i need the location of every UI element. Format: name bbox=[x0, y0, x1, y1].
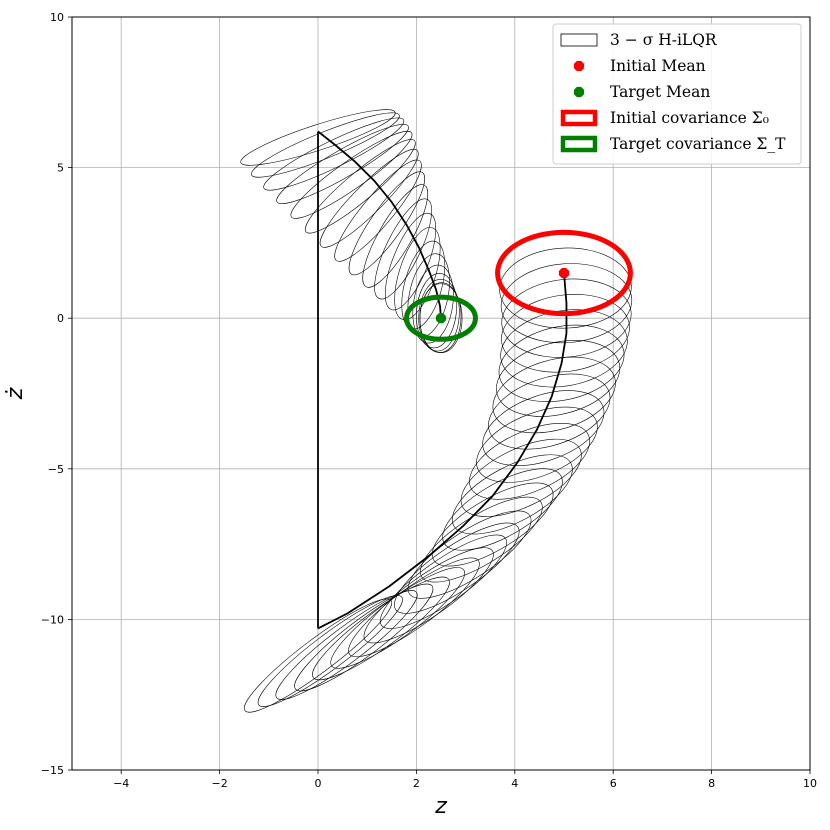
covariance-ellipse bbox=[418, 279, 460, 352]
y-tick-label: −15 bbox=[41, 764, 64, 777]
covariance-ellipse bbox=[240, 109, 396, 166]
covariance-ellipse bbox=[451, 454, 573, 535]
y-tick-label: 0 bbox=[57, 312, 64, 325]
covariance-ellipse bbox=[379, 534, 508, 629]
covariance-ellipse bbox=[374, 198, 432, 300]
covariance-ellipse bbox=[394, 227, 441, 321]
legend-handle-covariance bbox=[560, 135, 598, 153]
axes-frame bbox=[71, 16, 811, 771]
covariance-ellipse bbox=[407, 510, 532, 599]
x-tick-label: 0 bbox=[315, 777, 322, 790]
legend: 3 − σ H-iLQR Initial Mean Target Mean Initi… bbox=[552, 23, 802, 165]
covariance-ellipse bbox=[496, 340, 621, 417]
initial-mean-marker bbox=[558, 267, 570, 279]
x-tick-label: 4 bbox=[511, 777, 518, 790]
y-axis-label: ż bbox=[3, 387, 28, 400]
covariance-ellipse bbox=[460, 438, 582, 517]
target-mean-marker bbox=[435, 313, 447, 324]
covariance-ellipse bbox=[416, 273, 458, 349]
y-tick-label: −5 bbox=[48, 463, 64, 476]
plot-frame bbox=[71, 16, 811, 771]
covariance-ellipse bbox=[469, 422, 591, 500]
y-tick-label: 5 bbox=[57, 162, 64, 175]
covariance-ellipse bbox=[492, 356, 616, 434]
y-tick-label: −10 bbox=[41, 613, 64, 626]
x-tick-label: 10 bbox=[803, 777, 817, 790]
legend-handle-marker bbox=[573, 86, 585, 98]
covariance-ellipse bbox=[482, 390, 605, 466]
covariance-ellipse bbox=[304, 139, 416, 234]
legend-handle-tube bbox=[560, 33, 598, 47]
covariance-ellipse bbox=[243, 598, 393, 713]
covariance-ellipse bbox=[431, 482, 554, 567]
covariance-ellipse bbox=[312, 576, 450, 681]
legend-handle-covariance bbox=[560, 109, 598, 127]
covariance-ellipse bbox=[420, 496, 543, 583]
covariance-ellipse bbox=[419, 283, 463, 353]
covariance-ellipse bbox=[488, 373, 611, 450]
covariance-ellipse bbox=[294, 583, 434, 692]
x-axis-label: z bbox=[434, 794, 447, 819]
covariance-ellipse bbox=[363, 547, 494, 644]
legend-handle-marker bbox=[573, 60, 585, 72]
covariance-ellipse bbox=[500, 263, 633, 344]
covariance-ellipse bbox=[290, 130, 413, 219]
covariance-ellipse bbox=[275, 590, 418, 700]
x-tick-label: −4 bbox=[113, 777, 129, 790]
target-covariance-ellipse bbox=[404, 294, 478, 342]
tick-labels: −4 −2 0 2 4 6 8 10 −15 −10 −5 0 5 10 bbox=[41, 11, 817, 790]
legend-entry-label: Initial covariance Σ₀ bbox=[610, 109, 769, 127]
initial-covariance-ellipse bbox=[495, 229, 633, 317]
covariance-ellipse bbox=[348, 171, 425, 276]
covariance-ellipse bbox=[362, 184, 429, 288]
mean-trajectory-line bbox=[317, 272, 568, 630]
covariance-ellipse bbox=[384, 212, 437, 311]
x-tick-label: 8 bbox=[708, 777, 715, 790]
covariance-ellipse bbox=[334, 159, 422, 262]
legend-entry-label: Target Mean bbox=[610, 83, 710, 101]
legend-entry-label: Target covariance Σ_T bbox=[610, 135, 786, 153]
data-layer bbox=[240, 109, 633, 713]
x-tick-label: −2 bbox=[211, 777, 227, 790]
covariance-ellipse bbox=[251, 112, 400, 178]
legend-box bbox=[552, 23, 802, 165]
covariance-ellipse bbox=[276, 124, 409, 204]
covariance-ellipse bbox=[442, 468, 563, 551]
covariance-ellipse bbox=[394, 522, 520, 614]
covariance-ellipse bbox=[501, 294, 630, 373]
mean-trajectory-line bbox=[317, 130, 442, 319]
x-tick-label: 6 bbox=[610, 777, 617, 790]
y-tick-label: 10 bbox=[50, 11, 64, 24]
covariance-ellipse bbox=[257, 595, 403, 707]
x-tick-label: 2 bbox=[413, 777, 420, 790]
legend-entry-label: 3 − σ H-iLQR bbox=[610, 31, 718, 49]
covariance-ellipse bbox=[476, 406, 598, 483]
covariance-ellipse bbox=[319, 148, 419, 248]
legend-entry-label: Initial Mean bbox=[610, 57, 706, 75]
covariance-ellipse bbox=[412, 264, 454, 344]
